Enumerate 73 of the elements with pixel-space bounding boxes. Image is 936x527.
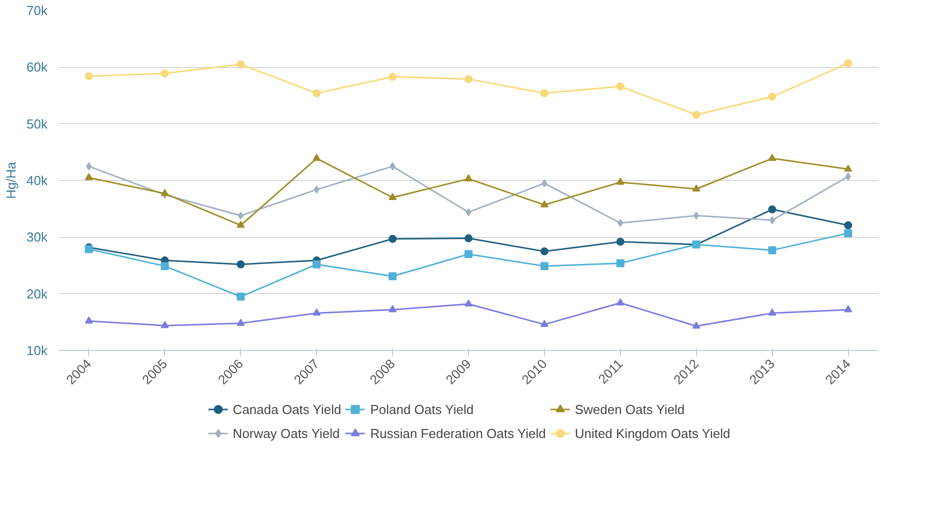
legend-label: United Kingdom Oats Yield <box>574 426 730 440</box>
legend-label: Russian Federation Oats Yield <box>370 426 546 440</box>
point <box>160 321 169 328</box>
point <box>540 320 548 327</box>
point <box>388 234 397 243</box>
point <box>540 247 548 256</box>
point <box>844 221 852 230</box>
point <box>84 316 93 324</box>
point <box>844 305 852 312</box>
point <box>844 229 852 238</box>
y-tick-label: 70k <box>26 3 48 18</box>
point <box>160 188 169 196</box>
point <box>236 60 245 68</box>
y-tick-label: 40k <box>26 173 48 188</box>
point <box>618 219 624 227</box>
point <box>314 186 320 194</box>
legend-label: Poland Oats Yield <box>370 402 474 416</box>
point <box>236 292 245 301</box>
point <box>769 216 776 224</box>
point <box>540 89 548 98</box>
point <box>844 59 852 68</box>
point <box>312 89 321 98</box>
point <box>692 110 700 119</box>
point <box>616 82 624 90</box>
point <box>464 234 472 242</box>
point <box>312 260 321 268</box>
point <box>692 322 700 329</box>
legend-label: Canada Oats Yield <box>232 402 342 416</box>
point <box>540 262 548 270</box>
point <box>616 259 624 268</box>
point <box>160 262 169 270</box>
y-tick-label: 20k <box>26 286 48 302</box>
point <box>464 250 472 258</box>
point <box>236 260 245 268</box>
point <box>540 200 548 208</box>
point <box>388 272 397 280</box>
point <box>768 92 776 101</box>
point <box>238 212 244 220</box>
point <box>845 172 851 181</box>
point <box>844 164 852 172</box>
point <box>768 154 776 161</box>
point <box>390 162 396 170</box>
point <box>768 246 776 254</box>
point <box>84 173 93 180</box>
point <box>692 184 700 192</box>
point <box>160 69 169 78</box>
point <box>388 305 397 312</box>
point <box>616 178 624 185</box>
point <box>616 238 624 246</box>
y-tick-label: 30k <box>26 230 48 245</box>
y-tick-label: 60k <box>26 60 48 75</box>
point <box>84 72 93 80</box>
point <box>464 299 472 307</box>
point <box>466 208 472 216</box>
point <box>768 205 776 214</box>
point <box>236 220 245 228</box>
point <box>768 308 776 316</box>
point <box>388 192 397 200</box>
point <box>464 174 472 182</box>
point <box>388 72 397 81</box>
point <box>542 179 548 188</box>
point <box>312 308 321 316</box>
point <box>86 162 92 170</box>
legend-label: Sweden Oats Yield <box>574 402 685 416</box>
point <box>693 212 700 220</box>
point <box>312 154 321 161</box>
y-tick-label: 10k <box>26 343 48 358</box>
point <box>236 318 245 326</box>
y-axis-title: Hg/Ha <box>4 161 19 199</box>
legend-label: Norway Oats Yield <box>232 426 340 440</box>
point <box>464 75 472 84</box>
point <box>616 298 624 306</box>
y-tick-label: 50k <box>26 116 48 132</box>
